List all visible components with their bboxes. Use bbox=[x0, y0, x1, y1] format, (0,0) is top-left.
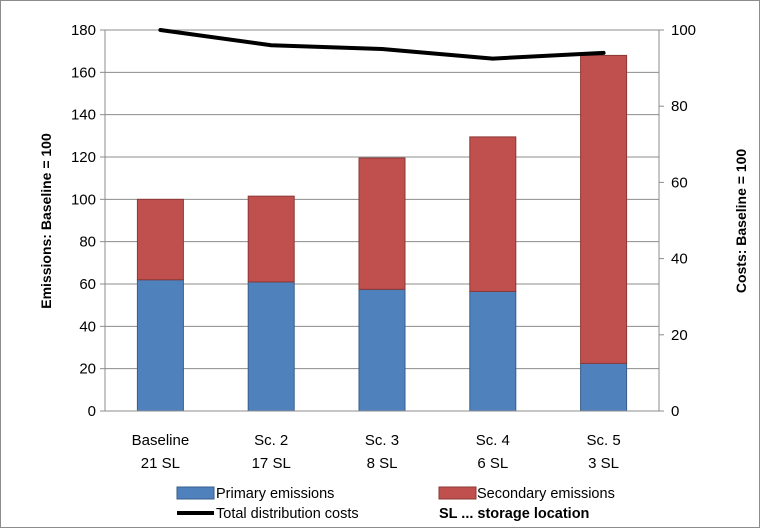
legend-label-costs: Total distribution costs bbox=[216, 506, 359, 522]
y-tick-label: 0 bbox=[88, 403, 96, 420]
y2-tick-label: 20 bbox=[671, 327, 688, 344]
bar-secondary bbox=[247, 195, 295, 283]
x-tick-sublabel: 3 SL bbox=[588, 455, 619, 472]
legend-swatch-secondary bbox=[438, 486, 477, 500]
bar-primary bbox=[358, 288, 406, 412]
y-tick-label: 120 bbox=[71, 149, 96, 166]
legend-label-primary: Primary emissions bbox=[216, 486, 334, 502]
cost-line bbox=[158, 28, 606, 61]
line-total-distribution-costs bbox=[158, 28, 606, 61]
legend-label-secondary: Secondary emissions bbox=[477, 486, 615, 502]
x-tick-label: Sc. 4 bbox=[476, 432, 510, 449]
y-tick-label: 80 bbox=[79, 234, 96, 251]
x-tick-label: Baseline bbox=[132, 432, 190, 449]
axes bbox=[100, 29, 664, 412]
y-axis-title: Emissions: Baseline = 100 bbox=[38, 133, 54, 309]
legend-swatch-primary bbox=[176, 486, 215, 500]
y-tick-label: 40 bbox=[79, 318, 96, 335]
y-tick-label: 160 bbox=[71, 64, 96, 81]
y2-tick-label: 40 bbox=[671, 251, 688, 268]
y-tick-label: 60 bbox=[79, 276, 96, 293]
y2-tick-label: 80 bbox=[671, 98, 688, 115]
tick-labels: 0 20 40 60 80 100 120 140 160 180 0 20 40 60 80 100 Base… bbox=[71, 22, 696, 472]
legend-note: SL ... storage location bbox=[439, 506, 589, 522]
y-tick-label: 140 bbox=[71, 107, 96, 124]
bar-secondary bbox=[580, 54, 628, 364]
legend: Primary emissions Secondary emissions To… bbox=[176, 486, 615, 522]
y-tick-label: 20 bbox=[79, 361, 96, 378]
bar-primary bbox=[469, 290, 517, 412]
bars bbox=[136, 54, 628, 412]
x-tick-sublabel: 17 SL bbox=[252, 455, 291, 472]
bar-primary bbox=[580, 362, 628, 412]
y2-tick-label: 0 bbox=[671, 403, 679, 420]
y-tick-label: 100 bbox=[71, 191, 96, 208]
y-tick-label: 180 bbox=[71, 22, 96, 39]
y2-tick-label: 60 bbox=[671, 174, 688, 191]
bar-primary bbox=[136, 279, 184, 412]
x-tick-sublabel: 8 SL bbox=[367, 455, 398, 472]
x-tick-label: Sc. 2 bbox=[254, 432, 288, 449]
x-tick-sublabel: 6 SL bbox=[477, 455, 508, 472]
bar-secondary bbox=[136, 198, 184, 281]
bar-secondary bbox=[358, 157, 406, 290]
x-tick-label: Sc. 5 bbox=[587, 432, 621, 449]
y2-axis-title: Costs: Baseline = 100 bbox=[733, 149, 749, 294]
y2-tick-label: 100 bbox=[671, 22, 696, 39]
x-tick-sublabel: 21 SL bbox=[141, 455, 180, 472]
x-tick-label: Sc. 3 bbox=[365, 432, 399, 449]
bar-secondary bbox=[469, 136, 517, 292]
bar-primary bbox=[247, 281, 295, 412]
